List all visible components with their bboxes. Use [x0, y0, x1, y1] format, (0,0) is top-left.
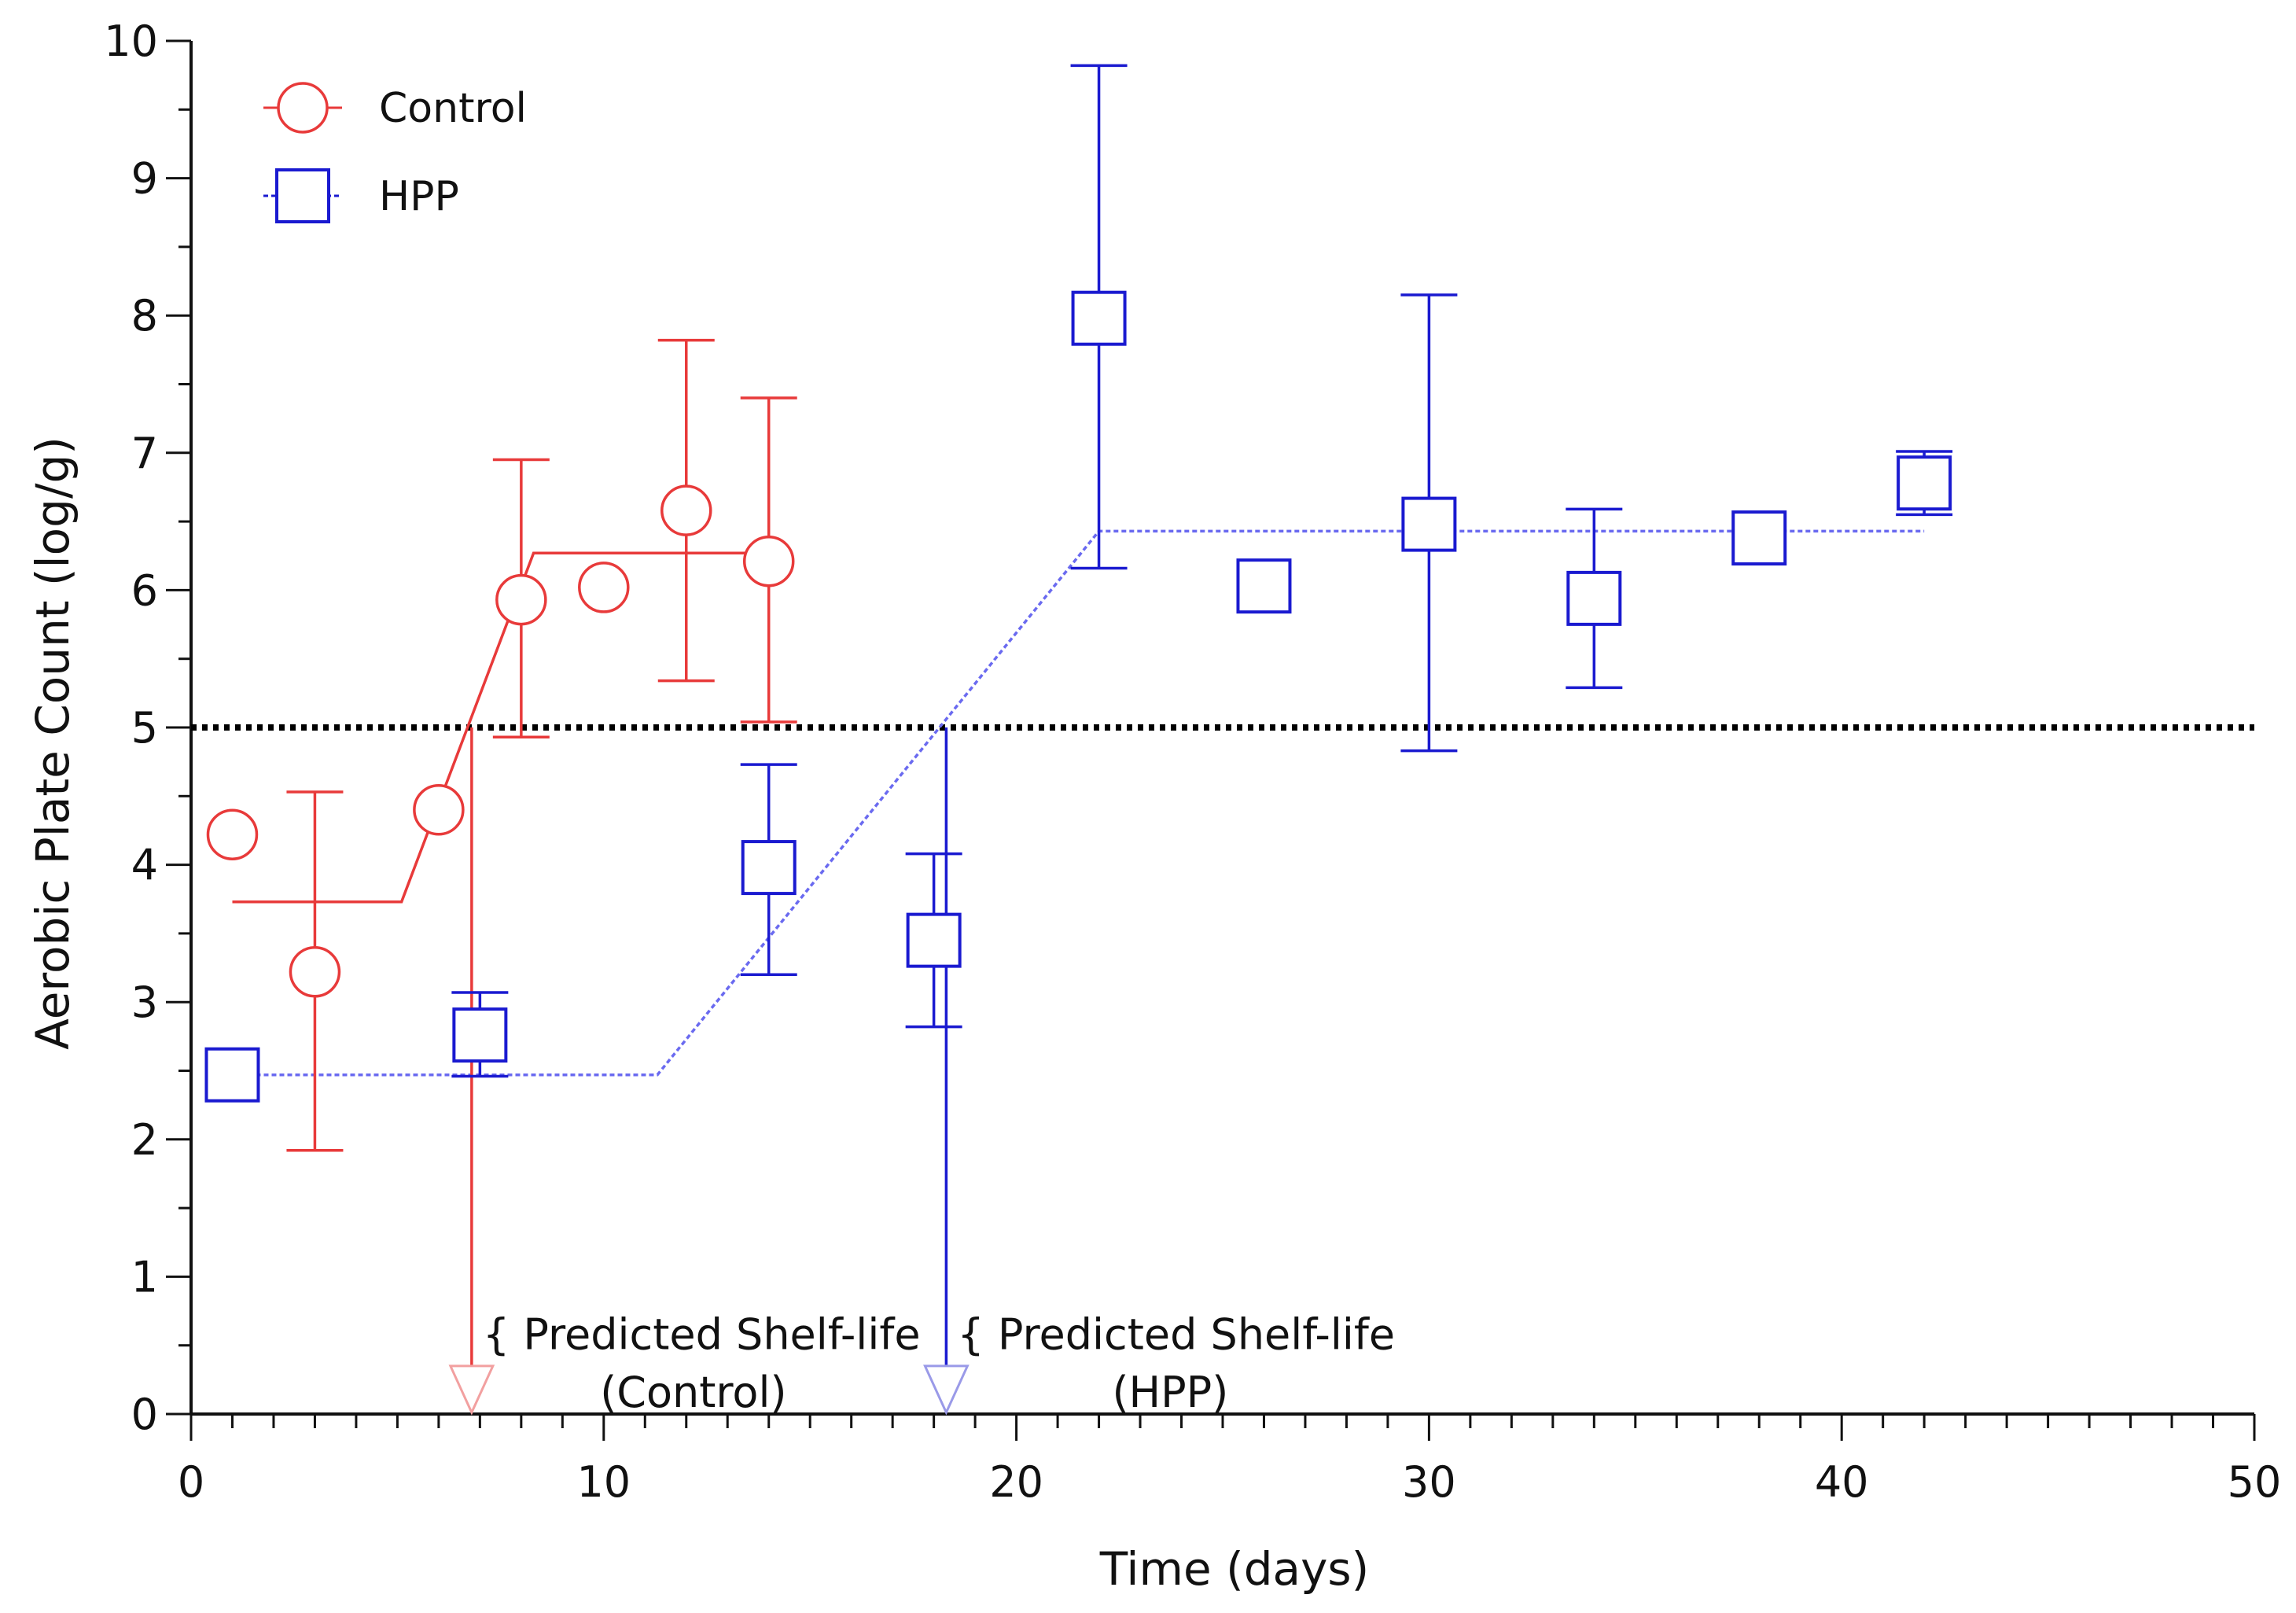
legend: Control HPP — [263, 82, 527, 223]
fit-lines — [232, 529, 1925, 1077]
x-tick-label: 30 — [1402, 1457, 1456, 1507]
y-tick-label: 3 — [131, 978, 158, 1027]
legend-marker-hpp — [275, 168, 330, 223]
data-point-control — [495, 573, 547, 626]
fit-line-control — [232, 551, 769, 904]
x-tick-label: 10 — [576, 1457, 631, 1507]
legend-label-hpp: HPP — [379, 173, 459, 220]
y-tick-label: 6 — [131, 565, 158, 615]
data-point-hpp — [906, 912, 962, 968]
y-tick-label: 7 — [131, 429, 158, 478]
shelf-life-label: { Predicted Shelf-life — [957, 1310, 1395, 1360]
y-tick-label: 9 — [131, 154, 158, 204]
data-point-hpp — [204, 1047, 260, 1103]
y-tick-label: 2 — [131, 1115, 158, 1165]
data-point-control — [206, 808, 259, 860]
x-tick-label: 40 — [1815, 1457, 1869, 1507]
data-point-hpp — [452, 1007, 508, 1063]
legend-label-control: Control — [379, 85, 527, 132]
y-tick-label: 5 — [131, 703, 158, 753]
data-point-hpp — [1401, 496, 1457, 552]
data-point-control — [742, 535, 795, 587]
y-tick-label: 0 — [131, 1390, 158, 1439]
data-point-hpp — [1897, 455, 1952, 511]
legend-marker-control — [277, 82, 329, 134]
data-point-hpp — [1071, 290, 1127, 346]
annotations: { Predicted Shelf-life (Control) { Predict… — [448, 727, 1395, 1417]
data-point-hpp — [1566, 570, 1622, 626]
axes: 0 10 20 30 40 50 0 1 2 3 4 5 6 7 8 9 10 — [104, 17, 2281, 1507]
shelf-life-arrow — [923, 1364, 970, 1416]
shelf-life-label: { Predicted Shelf-life — [483, 1310, 921, 1360]
data-point-hpp — [1731, 510, 1787, 566]
x-tick-label: 50 — [2228, 1457, 2282, 1507]
data-point-control — [578, 562, 630, 613]
data-point-control — [660, 484, 712, 536]
shelf-life-arrow — [448, 1364, 495, 1416]
x-tick-label: 0 — [178, 1457, 204, 1507]
x-axis-title: Time (days) — [1099, 1542, 1370, 1596]
data-points — [204, 290, 1952, 1103]
data-point-control — [413, 784, 465, 836]
y-tick-label: 10 — [104, 17, 158, 66]
fit-line-hpp — [232, 529, 1925, 1077]
x-tick-label: 20 — [989, 1457, 1043, 1507]
y-axis-title: Aerobic Plate Count (log/g) — [26, 436, 79, 1050]
shelf-life-sublabel: (HPP) — [1112, 1368, 1228, 1417]
data-point-control — [289, 946, 341, 998]
data-point-hpp — [741, 840, 797, 896]
data-point-hpp — [1236, 558, 1292, 614]
y-tick-label: 8 — [131, 291, 158, 341]
y-tick-label: 4 — [131, 841, 158, 890]
shelf-life-sublabel: (Control) — [600, 1368, 786, 1417]
y-tick-label: 1 — [131, 1252, 158, 1302]
